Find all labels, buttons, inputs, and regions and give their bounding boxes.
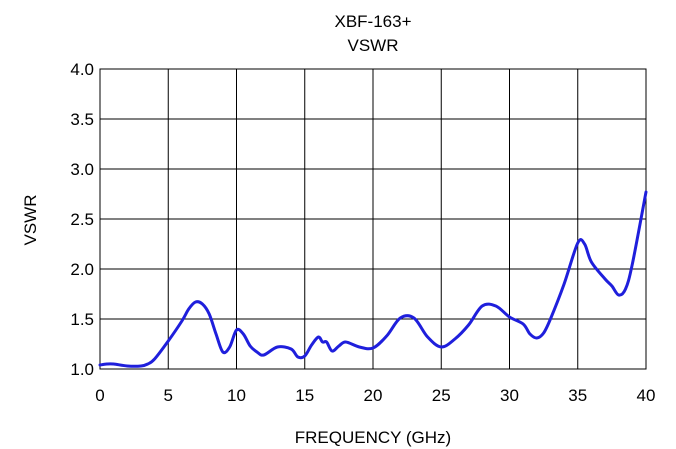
y-tick-label: 3.0 <box>70 160 94 179</box>
vswr-series-line <box>98 190 648 368</box>
chart-subtitle: VSWR <box>348 36 399 55</box>
x-tick-label: 20 <box>364 386 383 405</box>
x-tick-label: 15 <box>295 386 314 405</box>
y-tick-label: 2.5 <box>70 210 94 229</box>
y-tick-label: 4.0 <box>70 60 94 79</box>
x-tick-label: 5 <box>164 386 173 405</box>
y-tick-label: 3.5 <box>70 110 94 129</box>
y-axis-label: VSWR <box>21 195 40 246</box>
plot-frame <box>99 68 647 370</box>
x-axis-label: FREQUENCY (GHz) <box>295 428 451 447</box>
x-tick-label: 35 <box>568 386 587 405</box>
chart-title: XBF-163+ <box>334 12 411 31</box>
x-tick-label: 25 <box>432 386 451 405</box>
y-tick-label: 1.0 <box>70 360 94 379</box>
tick-labels: 0 5 10 15 20 25 30 35 40 1.0 1.5 2.0 2.5 3.0 3.5 4.0 <box>70 60 655 405</box>
y-tick-label: 2.0 <box>70 260 94 279</box>
x-tick-label: 30 <box>500 386 519 405</box>
y-tick-label: 1.5 <box>70 310 94 329</box>
x-tick-label: 10 <box>227 386 246 405</box>
x-tick-label: 40 <box>637 386 656 405</box>
grid-lines <box>99 68 647 370</box>
x-tick-label: 0 <box>95 386 104 405</box>
